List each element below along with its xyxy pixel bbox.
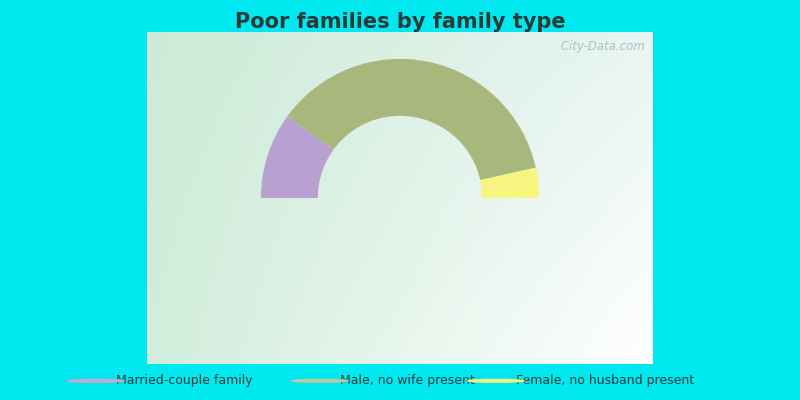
Circle shape: [468, 379, 524, 382]
Circle shape: [292, 379, 348, 382]
Text: City-Data.com: City-Data.com: [557, 40, 645, 53]
Wedge shape: [261, 116, 334, 198]
Wedge shape: [480, 168, 539, 198]
Text: Male, no wife present: Male, no wife present: [340, 374, 474, 387]
Circle shape: [68, 379, 124, 382]
Wedge shape: [287, 59, 536, 180]
Text: Poor families by family type: Poor families by family type: [234, 12, 566, 32]
Text: Female, no husband present: Female, no husband present: [516, 374, 694, 387]
Text: Married-couple family: Married-couple family: [116, 374, 253, 387]
